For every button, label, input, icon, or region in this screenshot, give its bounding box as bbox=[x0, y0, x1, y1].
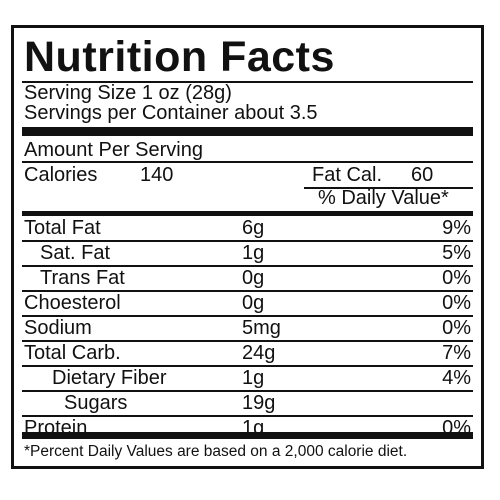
nutrient-amount: 5mg bbox=[242, 317, 281, 339]
calories-label: Calories bbox=[24, 164, 98, 186]
nutrient-daily-value: 7% bbox=[442, 342, 471, 364]
nutrient-amount: 1g bbox=[242, 242, 265, 264]
thick-rule-bottom bbox=[22, 432, 473, 439]
nutrient-row-rule bbox=[22, 290, 473, 292]
nutrition-facts-panel: Nutrition Facts Serving Size 1 oz (28g) … bbox=[11, 25, 484, 469]
nutrient-amount: 6g bbox=[242, 217, 265, 239]
nutrient-label: Trans Fat bbox=[40, 267, 125, 289]
nutrient-row-rule bbox=[22, 340, 473, 342]
nutrient-amount: 1g bbox=[242, 367, 265, 389]
nutrient-label: Total Fat bbox=[24, 217, 101, 239]
thick-rule-top bbox=[22, 127, 473, 136]
nutrient-daily-value: 0% bbox=[442, 267, 471, 289]
serving-size: Serving Size 1 oz (28g) bbox=[24, 82, 232, 104]
fat-cal-label: Fat Cal. bbox=[312, 164, 383, 186]
footnote: *Percent Daily Values are based on a 2,0… bbox=[24, 443, 408, 460]
nutrient-amount: 24g bbox=[242, 342, 276, 364]
nutrient-label: Total Carb. bbox=[24, 342, 121, 364]
dv-rule bbox=[304, 187, 473, 189]
nutrient-daily-value: 0% bbox=[442, 292, 471, 314]
nutrient-label: Sat. Fat bbox=[40, 242, 111, 264]
nutrient-daily-value: 9% bbox=[442, 217, 471, 239]
nutrient-row-rule bbox=[22, 415, 473, 417]
panel-title: Nutrition Facts bbox=[24, 33, 335, 81]
nutrient-daily-value: 0% bbox=[442, 317, 471, 339]
thick-rule-mid bbox=[22, 211, 473, 216]
nutrient-label: Sugars bbox=[64, 392, 128, 414]
nutrient-row-rule bbox=[22, 315, 473, 317]
nutrient-daily-value: 5% bbox=[442, 242, 471, 264]
daily-value-header: % Daily Value* bbox=[318, 187, 449, 209]
calories-rule bbox=[22, 161, 473, 163]
nutrient-amount: 19g bbox=[242, 392, 276, 414]
nutrient-row-rule bbox=[22, 365, 473, 367]
nutrient-row-rule bbox=[22, 265, 473, 267]
fat-cal-value: 60 bbox=[411, 164, 434, 186]
nutrient-label: Sodium bbox=[24, 317, 92, 339]
nutrient-label: Choesterol bbox=[24, 292, 121, 314]
servings-per-container: Servings per Container about 3.5 bbox=[24, 102, 318, 124]
title-rule bbox=[22, 81, 473, 83]
nutrient-amount: 0g bbox=[242, 292, 265, 314]
nutrient-row-rule bbox=[22, 390, 473, 392]
nutrient-row-rule bbox=[22, 240, 473, 242]
nutrient-label: Dietary Fiber bbox=[52, 367, 167, 389]
amount-per-serving: Amount Per Serving bbox=[24, 139, 203, 161]
calories-value: 140 bbox=[140, 164, 174, 186]
nutrient-amount: 0g bbox=[242, 267, 265, 289]
nutrient-daily-value: 4% bbox=[442, 367, 471, 389]
